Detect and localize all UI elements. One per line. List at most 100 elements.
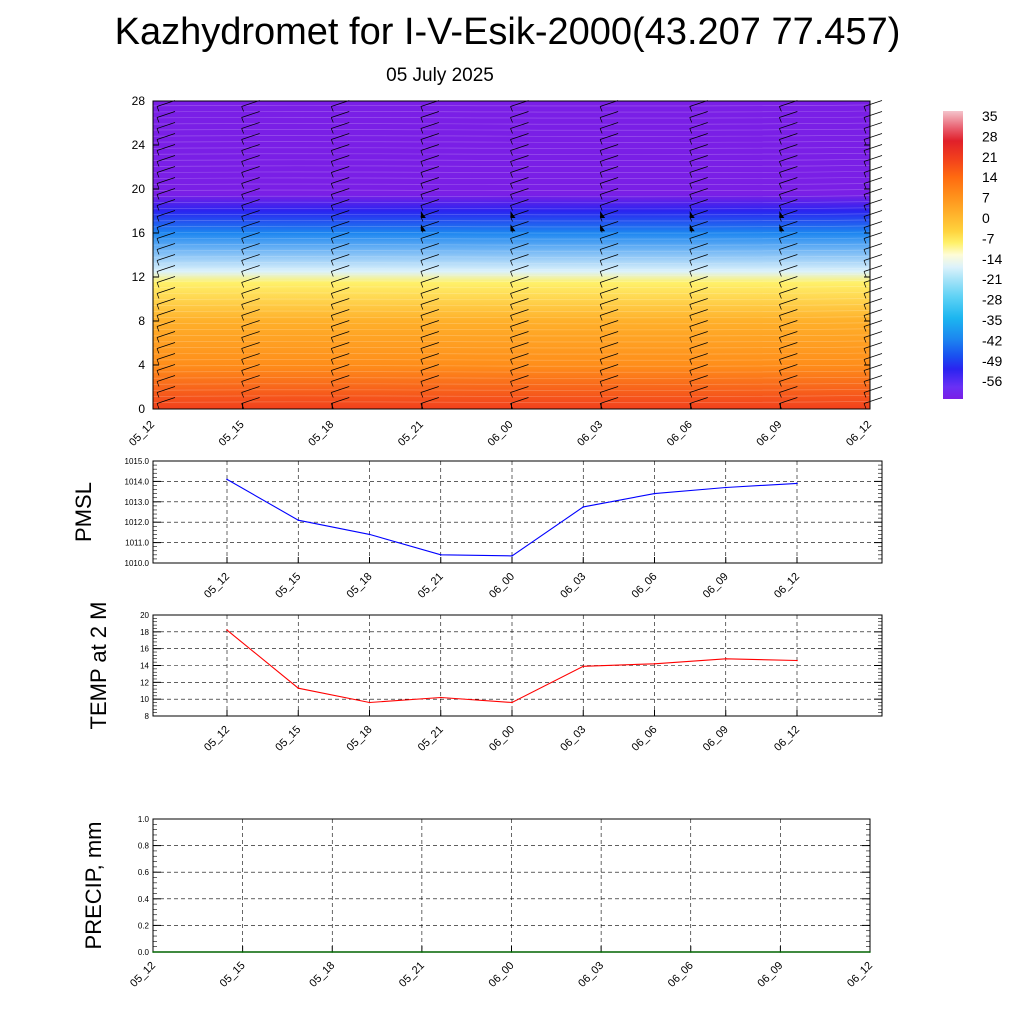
wind-barb	[156, 364, 176, 371]
wind-barb	[156, 122, 176, 129]
wind-barb-staff	[863, 183, 867, 189]
wind-barb	[689, 155, 708, 162]
wind-barb-staff	[330, 238, 334, 244]
wind-barb	[241, 188, 260, 195]
wind-barb	[863, 386, 883, 393]
wind-barb	[510, 364, 529, 371]
wind-barb	[420, 177, 439, 184]
x-tick-label: 05_15	[217, 419, 247, 449]
wind-barb	[863, 199, 883, 206]
wind-barb-staff	[241, 128, 244, 134]
wind-barb	[420, 111, 439, 118]
wind-barb-staff	[599, 326, 603, 332]
wind-barb	[156, 243, 176, 250]
wind-barb	[510, 144, 529, 151]
wind-barb	[600, 309, 619, 316]
wind-barb	[600, 254, 619, 261]
wind-barb	[156, 199, 176, 206]
x-tick-label: 06_12	[772, 571, 802, 601]
wind-barb	[689, 397, 708, 404]
y-tick-label: 1013.0	[125, 498, 150, 507]
wind-barb-staff	[420, 106, 424, 112]
wind-barb-staff	[779, 183, 782, 189]
x-tick-label: 06_00	[487, 960, 517, 990]
wind-barb-staff	[599, 392, 603, 398]
x-tick-label: 05_18	[306, 419, 336, 449]
wind-barb-staff	[330, 106, 334, 112]
colorbar-label: -14	[982, 251, 1002, 267]
wind-barb	[863, 265, 883, 272]
wind-barb-staff	[330, 359, 334, 365]
wind-barb	[156, 188, 176, 195]
wind-barb	[600, 276, 619, 283]
wind-barb-staff	[689, 172, 693, 178]
wind-barb	[241, 276, 260, 283]
wind-barb-staff	[420, 370, 424, 376]
wind-barb-staff	[241, 293, 244, 299]
wind-barb	[156, 232, 176, 239]
wind-barb	[863, 221, 883, 228]
wind-barb	[779, 155, 798, 162]
wind-barb	[156, 342, 176, 349]
data-point	[796, 482, 798, 485]
wind-barb	[779, 265, 798, 272]
wind-barb-staff	[420, 304, 424, 310]
wind-barb	[241, 199, 260, 206]
wind-barb-staff	[241, 249, 244, 255]
wind-barb	[241, 309, 260, 316]
wind-barb	[779, 232, 798, 239]
isotherm-line	[152, 219, 871, 222]
isotherm-line	[152, 395, 871, 397]
wind-barb-staff	[863, 403, 867, 409]
colorbar-label: 28	[982, 128, 998, 144]
wind-barb-staff	[156, 370, 160, 376]
x-tick-label: 06_12	[844, 419, 874, 449]
wind-barb-staff	[420, 282, 424, 288]
wind-barb-staff	[420, 392, 424, 398]
wind-barb-staff	[779, 194, 782, 200]
wind-barb	[331, 122, 350, 129]
wind-barb-staff	[863, 260, 867, 266]
wind-pennant	[689, 211, 695, 218]
wind-barb-staff	[599, 205, 603, 211]
wind-barb-staff	[510, 194, 513, 200]
x-tick-label: 06_03	[558, 724, 588, 754]
wind-barb	[779, 364, 798, 371]
wind-barb-staff	[863, 161, 867, 167]
wind-barb-staff	[330, 293, 334, 299]
wind-barb	[156, 155, 176, 162]
wind-barb	[420, 133, 439, 140]
wind-barb-staff	[863, 370, 867, 376]
wind-barb-staff	[863, 194, 867, 200]
data-point	[421, 951, 423, 953]
wind-barb-staff	[510, 249, 513, 255]
isotherm-line	[152, 383, 871, 385]
wind-barb	[241, 375, 260, 382]
wind-barb	[689, 265, 708, 272]
wind-barb-staff	[156, 271, 160, 277]
wind-barb	[331, 320, 350, 327]
wind-barb-staff	[241, 161, 244, 167]
wind-barb-staff	[156, 337, 160, 343]
isotherm-line	[152, 231, 871, 234]
x-tick-label: 06_12	[845, 960, 875, 990]
wind-barb-staff	[779, 381, 782, 387]
wind-barb-staff	[330, 370, 334, 376]
isotherm-line	[152, 310, 871, 313]
wind-barb-staff	[241, 139, 244, 145]
x-tick-label: 05_15	[273, 724, 303, 754]
wind-barb	[420, 287, 439, 294]
y-tick-label: 20	[140, 611, 149, 620]
wind-barb-staff	[510, 150, 513, 156]
data-point	[725, 486, 727, 489]
wind-barb-staff	[863, 150, 867, 156]
wind-barb-staff	[156, 161, 160, 167]
y-tick-label: 1011.0	[125, 539, 149, 548]
wind-barb-staff	[779, 282, 782, 288]
isotherm-line	[152, 147, 871, 149]
wind-barb-staff	[156, 139, 160, 145]
wind-barb	[863, 133, 883, 140]
wind-barb-staff	[510, 282, 513, 288]
wind-barb	[689, 111, 708, 118]
wind-barb	[331, 133, 350, 140]
